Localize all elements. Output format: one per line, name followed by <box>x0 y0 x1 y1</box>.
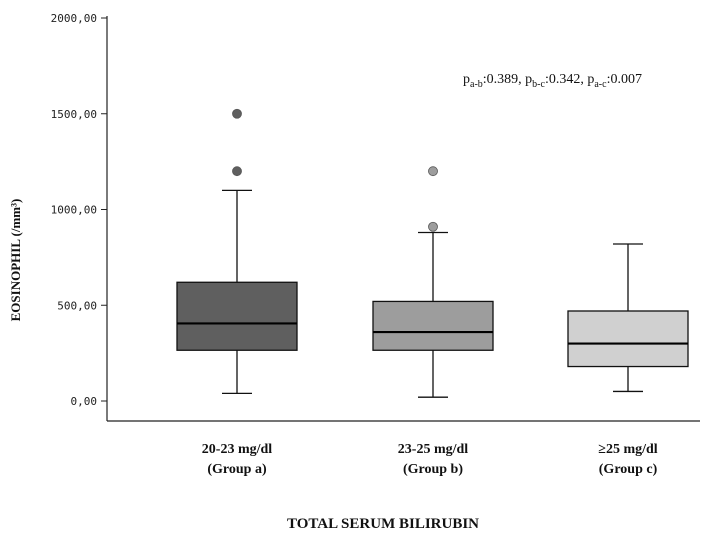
outlier-point <box>428 221 438 232</box>
y-tick-label: 0,00 <box>71 395 98 408</box>
y-axis: 0,00 500,00 1000,00 1500,00 2000,00 <box>51 12 700 422</box>
outlier-point <box>232 166 242 177</box>
y-tick-label: 2000,00 <box>51 12 97 25</box>
annotation-p: p <box>463 72 470 87</box>
box-group <box>176 108 298 394</box>
boxes-layer <box>176 108 689 398</box>
x-category-group-label: (Group b) <box>403 462 463 477</box>
y-tick-label: 500,00 <box>57 299 97 312</box>
x-category-label: 23-25 mg/dl <box>398 442 469 457</box>
x-category-labels: 20-23 mg/dl (Group a) 23-25 mg/dl (Group b)… <box>202 442 658 477</box>
annotation-value: :0.389, <box>483 72 525 87</box>
annotation-subscript: a-b <box>470 79 483 90</box>
iqr-box <box>372 300 494 351</box>
x-axis-title: TOTAL SERUM BILIRUBIN <box>287 516 479 532</box>
box-group <box>372 166 494 398</box>
outlier-point <box>428 166 438 177</box>
y-tick-label: 1500,00 <box>51 108 97 121</box>
annotation-p: p <box>525 72 532 87</box>
annotation-subscript: b-c <box>532 79 545 90</box>
iqr-box <box>567 310 689 368</box>
x-category-group-label: (Group a) <box>207 462 267 477</box>
outlier-point <box>232 108 242 119</box>
p-value-annotation: pa-b:0.389, pb-c:0.342, pa-c:0.007 <box>463 72 642 90</box>
y-tick-label: 1000,00 <box>51 204 97 217</box>
annotation-subscript: a-c <box>594 79 607 90</box>
box-group <box>567 243 689 393</box>
x-category-label: 20-23 mg/dl <box>202 442 273 457</box>
x-category-label: ≥25 mg/dl <box>598 442 658 457</box>
annotation-p: p <box>587 72 594 87</box>
iqr-box <box>176 281 298 351</box>
annotation-value: :0.007 <box>607 72 642 87</box>
annotation-value: :0.342, <box>545 72 587 87</box>
y-axis-title: EOSINOPHIL (/mm³) <box>8 199 23 322</box>
x-category-group-label: (Group c) <box>599 462 658 477</box>
